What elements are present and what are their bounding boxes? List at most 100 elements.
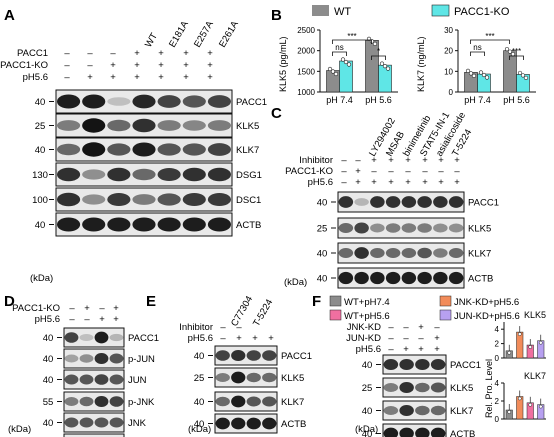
band-3-4 [157,167,181,182]
marker-0: 40 [362,360,373,371]
band-1-4 [401,223,417,233]
band-0-2 [107,97,131,106]
sign-1-2: + [110,60,116,71]
sign-2-2: + [418,344,424,355]
band-4-1 [79,417,94,428]
band-3-3 [109,396,124,407]
point-0-0-0 [327,66,333,72]
point-2 [528,402,533,407]
band-2-0 [383,406,399,415]
point-0-0-0 [465,68,471,73]
sign-0-5: + [183,48,189,59]
band-4-3 [132,194,156,205]
blot-box-3 [63,391,125,412]
row-label-2: JUN [128,375,147,386]
band-2-2 [246,396,261,407]
blot-box-1 [214,367,278,388]
sign-1-1: – [84,314,90,325]
y-tick-label-2: 4 [495,379,500,388]
marker-5: 40 [35,220,46,231]
sign-1-1: – [87,60,93,71]
sign-0-2: + [418,322,424,333]
sign-1-3: + [434,333,440,344]
band-0-5 [417,196,432,208]
x-tick-label-0: pH 7.4 [464,95,491,105]
band-1-6 [433,223,448,233]
row-label-1: KLK5 [236,121,259,132]
col-header-e181a: E181A [167,19,191,50]
band-0-1 [82,94,106,109]
band-5-3 [132,217,156,232]
point-2 [528,345,533,349]
blot-box-1 [382,377,447,398]
band-3-1 [354,271,369,285]
sign-2-1: + [403,344,409,355]
band-2-7 [448,248,464,258]
row-label-5: ACTB [236,220,261,231]
sign-0-5: + [422,155,428,166]
band-2-5 [182,143,206,156]
condition-pacc1-ko: PACC1-KO [0,60,48,71]
band-3-3 [430,427,446,437]
sign-1-3: + [134,60,140,71]
sign-2-7: + [454,177,460,188]
band-3-1 [82,169,106,180]
point-1-0-2 [372,41,378,46]
y-tick-label-1: 2 [495,340,500,349]
band-3-3 [132,168,156,181]
band-0-1 [79,333,94,342]
marker-0: 40 [43,333,54,344]
marker-2: 40 [194,397,205,408]
band-4-0 [64,417,79,428]
point-1 [517,396,522,401]
sign-0-0: – [388,322,394,333]
band-3-7 [448,271,464,285]
band-5-0 [57,217,81,232]
band-3-2 [370,271,385,285]
legend-label-1: JNK-KD+pH5.6 [454,297,519,308]
chart-f-klk7: 0 2 4 KLK7 [495,371,546,424]
point-0-1-1 [343,59,349,65]
band-1-3 [385,223,401,233]
band-1-6 [207,120,231,131]
blot-box-0 [337,191,465,213]
band-2-0 [57,143,81,156]
chart-klk5: 1000 1500 2000 2500 KLK5 (pg/mL) pH 7.4 pH 5.6… [278,26,398,105]
marker-2: 40 [43,375,54,386]
row-label-2: KLK7 [468,249,491,260]
sign-2-2: + [110,72,116,83]
sign-0-6: + [207,48,213,59]
point-1-1-0 [379,61,385,66]
band-2-1 [82,142,106,157]
band-1-5 [417,223,432,233]
sign-2-3: + [434,344,440,355]
sign-1-0: – [388,333,394,344]
row-label-3: ACTB [468,274,493,285]
band-0-1 [231,349,246,362]
inhibitor-labels-C: LY294002MSABbinimetinibSTAT5-IN-1asialic… [367,110,474,158]
band-1-1 [82,118,106,133]
signs-E: – –– + + + [220,322,274,344]
panel-B: B WT PACC1-KO 1000 1500 2000 2500 KLK5 (pg/m… [271,4,536,105]
blots-C: PACC1 40 KLK5 25 KLK7 40 ACTB 40 [317,191,499,289]
band-0-6 [433,196,448,208]
band-0-3 [262,350,277,361]
band-3-2 [415,427,430,437]
legend-swatch-1 [439,295,452,307]
blot-box-1 [63,348,125,369]
sig-label-1: * [377,47,380,56]
band-2-3 [109,374,124,385]
band-2-1 [354,247,369,259]
band-1-3 [262,372,277,383]
band-1-1 [399,381,414,394]
y-axis-label: KLK7 (ng/mL) [416,36,426,92]
band-3-2 [246,417,261,430]
band-3-0 [57,167,81,182]
row-label-3: p-JNK [128,397,155,408]
marker-1: 40 [43,354,54,365]
band-4-3 [109,417,124,428]
condition-ph56: pH5.6 [23,72,48,83]
point-0-0-2 [471,73,477,78]
